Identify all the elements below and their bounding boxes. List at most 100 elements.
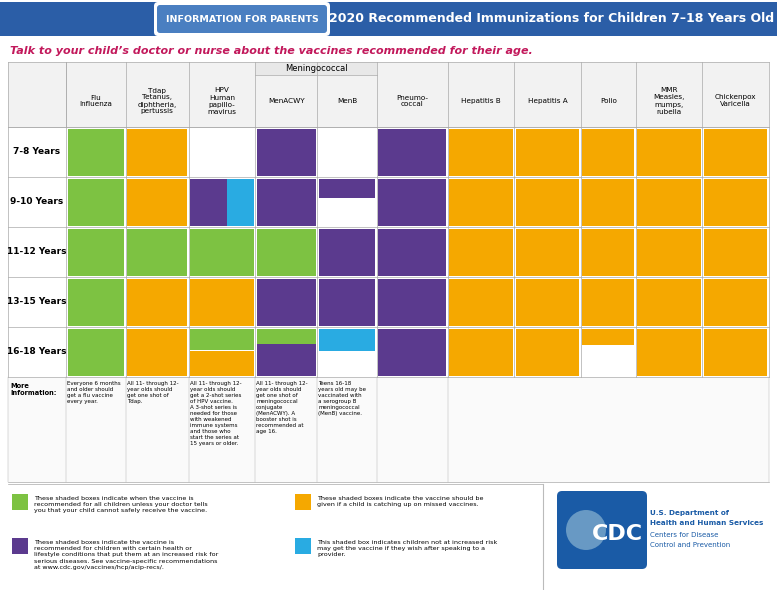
Text: Everyone 6 months
and older should
get a flu vaccine
every year.: Everyone 6 months and older should get a… <box>67 381 120 404</box>
Bar <box>190 228 254 276</box>
Bar <box>449 179 513 225</box>
Bar <box>256 179 315 225</box>
Bar <box>516 329 580 375</box>
FancyBboxPatch shape <box>557 491 647 569</box>
Text: 2020 Recommended Immunizations for Children 7–18 Years Old: 2020 Recommended Immunizations for Child… <box>329 12 774 25</box>
Bar <box>227 179 254 225</box>
Circle shape <box>566 510 606 550</box>
Text: INFORMATION FOR PARENTS: INFORMATION FOR PARENTS <box>166 15 319 24</box>
Bar <box>637 228 701 276</box>
Bar <box>378 129 447 175</box>
Bar <box>8 377 769 482</box>
Text: MMR
Measles,
mumps,
rubella: MMR Measles, mumps, rubella <box>653 87 685 114</box>
Bar <box>190 329 254 350</box>
Bar <box>704 179 768 225</box>
Bar <box>127 278 187 326</box>
Text: 11-12 Years: 11-12 Years <box>7 247 67 257</box>
Bar <box>583 179 635 225</box>
Bar <box>68 228 124 276</box>
Text: Meningococcal: Meningococcal <box>284 64 347 73</box>
Bar <box>378 329 447 375</box>
Bar <box>319 329 375 351</box>
Bar <box>256 329 315 375</box>
Text: Polio: Polio <box>600 98 617 104</box>
Bar <box>255 62 377 75</box>
Text: 7-8 Years: 7-8 Years <box>13 148 61 156</box>
Text: Pneumo-
coccal: Pneumo- coccal <box>396 94 428 107</box>
Bar <box>256 278 315 326</box>
Text: Hepatitis B: Hepatitis B <box>462 98 501 104</box>
Bar <box>704 278 768 326</box>
Bar <box>127 329 187 375</box>
Text: HPV
Human
papillo-
mavirus: HPV Human papillo- mavirus <box>207 87 236 114</box>
Bar <box>8 62 769 127</box>
Bar <box>190 278 254 326</box>
Bar <box>319 278 375 326</box>
Bar <box>583 129 635 175</box>
Bar <box>378 228 447 276</box>
Text: All 11- through 12-
year olds should
get one shot of
Tdap.: All 11- through 12- year olds should get… <box>127 381 178 404</box>
Text: MenACWY: MenACWY <box>268 98 305 104</box>
Bar <box>516 228 580 276</box>
Bar <box>637 179 701 225</box>
Bar <box>295 538 311 554</box>
Bar <box>0 2 777 36</box>
Text: These shaded boxes indicate the vaccine should be
given if a child is catching u: These shaded boxes indicate the vaccine … <box>317 496 483 507</box>
Bar <box>127 228 187 276</box>
Text: Health and Human Services: Health and Human Services <box>650 520 763 526</box>
Text: Tdap
Tetanus,
diphtheria,
pertussis: Tdap Tetanus, diphtheria, pertussis <box>138 87 177 114</box>
Bar <box>319 179 375 198</box>
Text: Control and Prevention: Control and Prevention <box>650 542 730 548</box>
Text: Talk to your child’s doctor or nurse about the vaccines recommended for their ag: Talk to your child’s doctor or nurse abo… <box>10 46 533 56</box>
Bar <box>449 129 513 175</box>
Bar <box>583 228 635 276</box>
Bar <box>256 129 315 175</box>
Bar <box>583 329 635 345</box>
Text: Flu
Influenza: Flu Influenza <box>79 94 112 107</box>
Bar <box>449 329 513 375</box>
Bar <box>256 228 315 276</box>
Text: These shaded boxes indicate the vaccine is
recommended for children with certain: These shaded boxes indicate the vaccine … <box>34 540 218 570</box>
Text: 16-18 Years: 16-18 Years <box>7 348 67 356</box>
Bar <box>378 278 447 326</box>
Text: 9-10 Years: 9-10 Years <box>10 198 64 206</box>
Text: CDC: CDC <box>591 524 643 544</box>
Text: More
Information:: More Information: <box>10 383 57 396</box>
Bar <box>68 278 124 326</box>
Text: Centers for Disease: Centers for Disease <box>650 532 719 538</box>
Bar <box>190 351 254 375</box>
Bar <box>378 179 447 225</box>
Bar <box>68 329 124 375</box>
Bar <box>516 179 580 225</box>
Bar <box>127 179 187 225</box>
Bar <box>319 228 375 276</box>
Text: MenB: MenB <box>337 98 357 104</box>
Text: All 11- through 12-
year olds should
get a 2-shot series
of HPV vaccine.
A 3-sho: All 11- through 12- year olds should get… <box>190 381 242 446</box>
Bar <box>704 329 768 375</box>
Bar <box>12 494 28 510</box>
Bar <box>449 278 513 326</box>
Bar <box>704 228 768 276</box>
Bar <box>190 179 227 225</box>
Text: Hepatitis A: Hepatitis A <box>528 98 567 104</box>
Bar <box>68 179 124 225</box>
Bar <box>704 129 768 175</box>
Bar <box>449 228 513 276</box>
Bar <box>516 129 580 175</box>
Bar <box>583 278 635 326</box>
Bar <box>12 538 28 554</box>
Bar <box>256 329 315 343</box>
Bar <box>127 129 187 175</box>
Text: These shaded boxes indicate when the vaccine is
recommended for all children unl: These shaded boxes indicate when the vac… <box>34 496 207 513</box>
Text: This shaded box indicates children not at increased risk
may get the vaccine if : This shaded box indicates children not a… <box>317 540 497 558</box>
Bar <box>637 329 701 375</box>
Text: Chickenpox
Varicella: Chickenpox Varicella <box>715 94 757 107</box>
FancyBboxPatch shape <box>157 5 327 33</box>
Text: All 11- through 12-
year olds should
get one shot of
meningococcal
conjugate
(Me: All 11- through 12- year olds should get… <box>256 381 308 434</box>
Text: Teens 16-18
years old may be
vaccinated with
a serogroup B
meningococcal
(MenB) : Teens 16-18 years old may be vaccinated … <box>318 381 366 416</box>
Text: 13-15 Years: 13-15 Years <box>7 297 67 306</box>
FancyBboxPatch shape <box>154 2 330 36</box>
Bar <box>516 278 580 326</box>
Bar <box>68 129 124 175</box>
Bar <box>637 278 701 326</box>
